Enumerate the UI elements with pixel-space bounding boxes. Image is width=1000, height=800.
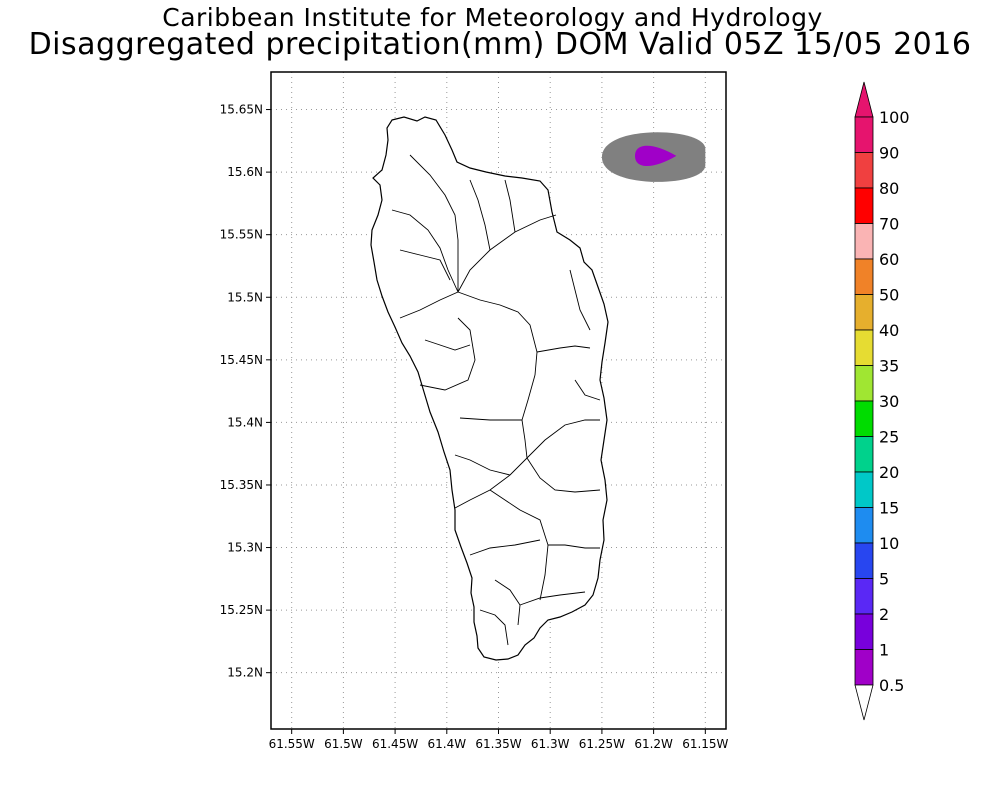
- legend-color-box: [854, 187, 874, 224]
- legend-color-box: [854, 613, 874, 650]
- legend-color-box: [854, 329, 874, 366]
- legend-high-arrow: [854, 81, 874, 118]
- legend-level-label: 100: [879, 108, 910, 127]
- watershed-line: [459, 417, 522, 421]
- watershed-line: [574, 379, 601, 401]
- watershed-boundaries: [391, 154, 601, 646]
- watershed-line: [391, 209, 459, 293]
- legend-level-label: 90: [879, 144, 899, 163]
- lon-tick-label: 61.2W: [634, 737, 673, 751]
- precip-layer: [601, 132, 706, 182]
- watershed-line: [469, 539, 541, 556]
- lat-tick-label: 15.6N: [227, 165, 263, 179]
- legend-level-label: 20: [879, 463, 899, 482]
- lon-tick-label: 61.25W: [579, 737, 625, 751]
- lat-tick-label: 15.4N: [227, 415, 263, 429]
- watershed-line: [519, 591, 586, 606]
- lon-tick-label: 61.15W: [682, 737, 728, 751]
- legend-level-label: 2: [879, 605, 889, 624]
- watershed-line: [526, 457, 601, 493]
- watershed-line: [469, 179, 491, 251]
- legend-color-box: [854, 578, 874, 615]
- island-outline: [370, 116, 609, 661]
- title-line-1: Caribbean Institute for Meteorology and …: [162, 3, 823, 32]
- watershed-line: [569, 269, 591, 331]
- lat-tick-label: 15.35N: [220, 478, 263, 492]
- legend-level-label: 10: [879, 534, 899, 553]
- legend-color-box: [854, 649, 874, 686]
- watershed-line: [548, 544, 600, 549]
- legend-color-box: [854, 400, 874, 437]
- lat-tick-label: 15.25N: [220, 603, 263, 617]
- lat-tick-label: 15.55N: [220, 228, 263, 242]
- watershed-line: [399, 291, 459, 319]
- watershed-line: [424, 339, 471, 351]
- watershed-line: [454, 454, 511, 476]
- lon-tick-label: 61.35W: [475, 737, 521, 751]
- map-panel: 15.65N 15.6N 15.55N 15.5N 15.45N 15.4N 15.35N 1…: [220, 71, 729, 751]
- watershed-line: [399, 249, 451, 281]
- lat-tick-label: 15.2N: [227, 666, 263, 680]
- lat-tick-label: 15.3N: [227, 541, 263, 555]
- legend-level-label: 50: [879, 286, 899, 305]
- legend-low-arrow: [854, 684, 874, 721]
- watershed-line: [494, 579, 521, 626]
- legend-color-box: [854, 258, 874, 295]
- legend-color-box: [854, 471, 874, 508]
- watershed-line: [419, 317, 476, 391]
- legend-color-box: [854, 116, 874, 153]
- legend-level-label: 40: [879, 321, 899, 340]
- lon-tick-label: 61.45W: [372, 737, 418, 751]
- legend-level-label: 1: [879, 641, 889, 660]
- legend-color-box: [854, 223, 874, 260]
- longitude-labels: 61.55W 61.5W 61.45W 61.4W 61.35W 61.3W 61.25W 6…: [269, 737, 729, 751]
- lon-tick-label: 61.5W: [324, 737, 363, 751]
- legend-color-box: [854, 507, 874, 544]
- legend-colorbar: 100 90 80 70 60 50 40 35 30 25 20 15 10 5 2 1 0.5: [854, 81, 910, 721]
- lon-tick-label: 61.55W: [269, 737, 315, 751]
- lat-tick-label: 15.5N: [227, 290, 263, 304]
- legend-level-label: 25: [879, 428, 899, 447]
- legend-color-box: [854, 152, 874, 189]
- legend-color-box: [854, 436, 874, 473]
- watershed-line: [409, 154, 459, 292]
- watershed-line: [504, 179, 516, 233]
- lat-tick-label: 15.45N: [220, 353, 263, 367]
- title-line-2: Disaggregated precipitation(mm) DOM Vali…: [28, 27, 972, 62]
- legend-color-box: [854, 294, 874, 331]
- lat-tick-label: 15.65N: [220, 103, 263, 117]
- legend-level-label: 15: [879, 499, 899, 518]
- watershed-line: [489, 489, 549, 601]
- watershed-line: [457, 214, 557, 293]
- legend-level-label: 70: [879, 215, 899, 234]
- legend-level-label: 5: [879, 570, 889, 589]
- legend-level-label: 80: [879, 179, 899, 198]
- grid-lines: [271, 72, 726, 729]
- legend-level-label: 60: [879, 250, 899, 269]
- lon-tick-label: 61.3W: [531, 737, 570, 751]
- tick-marks: [266, 109, 706, 734]
- legend-level-label: 35: [879, 357, 899, 376]
- legend-level-label: 0.5: [879, 676, 904, 695]
- lon-tick-label: 61.4W: [427, 737, 466, 751]
- watershed-line: [536, 345, 591, 353]
- precip-area-1-to-2: [635, 145, 677, 166]
- legend-color-box: [854, 365, 874, 402]
- watershed-line: [526, 419, 600, 459]
- legend-color-box: [854, 542, 874, 579]
- watershed-line: [479, 609, 509, 646]
- latitude-labels: 15.65N 15.6N 15.55N 15.5N 15.45N 15.4N 15.35N 1…: [220, 103, 263, 680]
- legend-level-label: 30: [879, 392, 899, 411]
- dominica-coastline: [370, 116, 609, 661]
